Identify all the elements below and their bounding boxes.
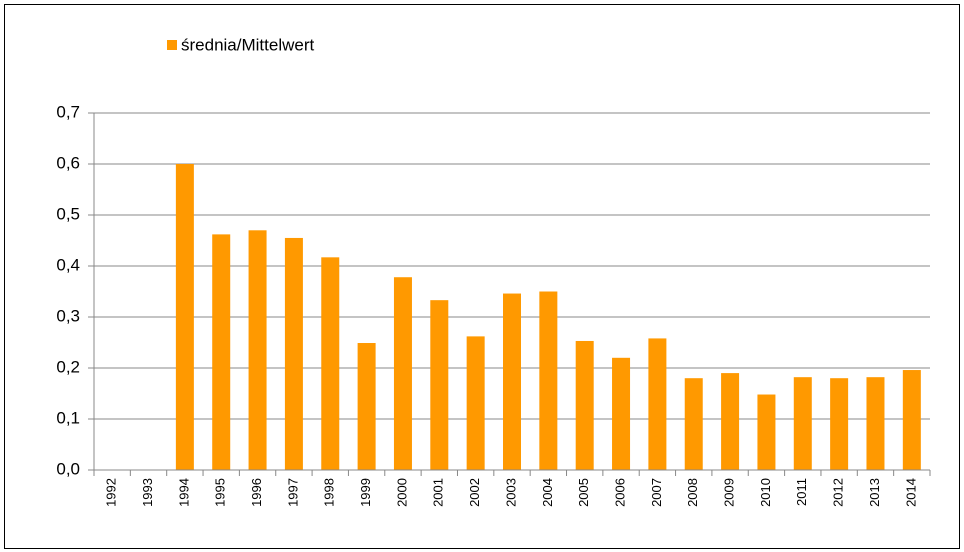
x-tick-label: 1995: [213, 478, 228, 507]
x-tick-label: 2004: [540, 478, 555, 507]
x-tick-label: 1992: [104, 478, 119, 507]
x-tick-label: 1997: [285, 478, 300, 507]
bar: [357, 343, 376, 470]
bar: [321, 257, 340, 470]
y-tick-label: 0,1: [56, 408, 80, 427]
x-tick-label: 2014: [903, 478, 918, 507]
x-tick-label: 1993: [140, 478, 155, 507]
y-tick-label: 0,2: [56, 357, 80, 376]
bar: [430, 300, 449, 470]
x-tick-label: 2006: [612, 478, 627, 507]
bar: [902, 370, 921, 470]
x-tick-label: 2011: [794, 478, 809, 506]
x-tick-label: 2012: [831, 478, 846, 507]
x-tick-label: 1998: [322, 478, 337, 507]
x-tick-label: 1996: [249, 478, 264, 507]
y-tick-label: 0,3: [56, 306, 80, 325]
x-tick-label: 1999: [358, 478, 373, 507]
bar: [684, 378, 703, 470]
bar: [721, 373, 740, 470]
y-tick-label: 0,5: [56, 204, 80, 223]
bar: [248, 230, 267, 470]
bar: [284, 237, 303, 470]
x-tick-label: 2002: [467, 478, 482, 507]
bar: [612, 357, 631, 470]
y-tick-label: 0,0: [56, 459, 80, 478]
x-tick-label: 2010: [758, 478, 773, 507]
bar: [466, 336, 485, 470]
x-tick-label: 2001: [431, 478, 446, 507]
y-tick-label: 0,7: [56, 102, 80, 121]
x-tick-label: 2013: [867, 478, 882, 507]
legend-swatch: [167, 40, 177, 50]
x-tick-label: 2005: [576, 478, 591, 507]
bar: [212, 234, 231, 470]
x-tick-label: 1994: [176, 478, 191, 507]
bar: [830, 378, 849, 470]
x-tick-label: 2008: [685, 478, 700, 507]
bar: [866, 377, 885, 470]
x-tick-label: 2000: [394, 478, 409, 507]
bar: [575, 340, 594, 470]
x-tick-label: 2007: [649, 478, 664, 507]
bar: [393, 277, 412, 470]
legend-label: średnia/Mittelwert: [181, 35, 314, 54]
bar: [648, 338, 667, 470]
bar: [503, 293, 521, 470]
y-tick-label: 0,4: [56, 255, 80, 274]
bar: [793, 377, 812, 470]
x-tick-label: 2003: [503, 478, 518, 507]
bar: [539, 291, 558, 470]
bar: [175, 164, 194, 470]
y-tick-label: 0,6: [56, 153, 80, 172]
x-tick-label: 2009: [722, 478, 737, 507]
bar: [757, 394, 776, 470]
